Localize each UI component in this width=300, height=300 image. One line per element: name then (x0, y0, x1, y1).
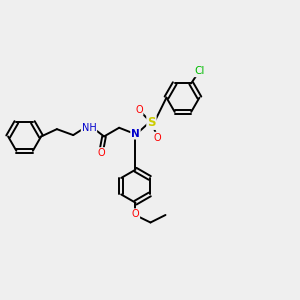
Text: O: O (98, 148, 106, 158)
Text: O: O (135, 105, 143, 115)
Text: O: O (132, 209, 139, 219)
Text: NH: NH (82, 123, 96, 133)
Text: O: O (153, 133, 161, 142)
Text: S: S (147, 116, 156, 129)
Text: N: N (131, 129, 140, 139)
Text: Cl: Cl (194, 66, 205, 76)
